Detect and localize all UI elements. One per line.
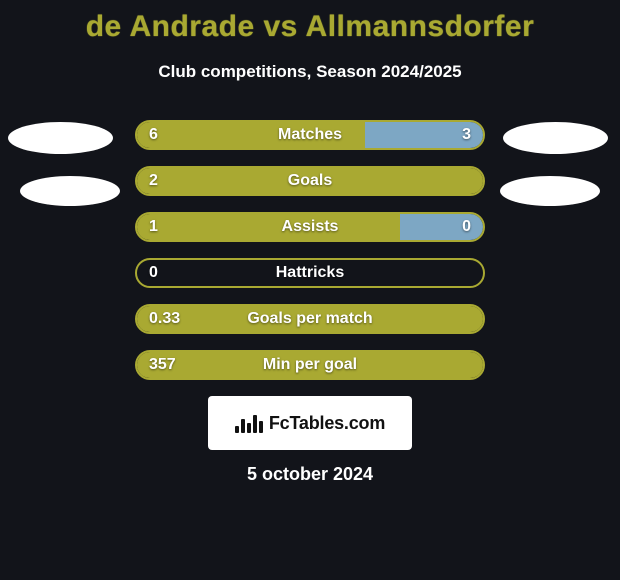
stat-label: Goals per match [137, 306, 483, 332]
fctables-logo: FcTables.com [208, 396, 412, 450]
stat-label: Matches [137, 122, 483, 148]
snapshot-date: 5 october 2024 [0, 464, 620, 485]
stat-bar-row: 6Matches3 [135, 120, 485, 150]
bar-chart-icon [235, 413, 263, 433]
stat-label: Min per goal [137, 352, 483, 378]
stat-right-value: 3 [462, 122, 471, 148]
stat-bar-row: 2Goals [135, 166, 485, 196]
logo-text: FcTables.com [269, 413, 385, 434]
stat-bar-row: 0Hattricks [135, 258, 485, 288]
stat-bar-row: 1Assists0 [135, 212, 485, 242]
stat-right-value: 0 [462, 214, 471, 240]
stat-bars-container: 6Matches32Goals1Assists00Hattricks0.33Go… [0, 120, 620, 380]
stat-bar-row: 357Min per goal [135, 350, 485, 380]
stat-label: Goals [137, 168, 483, 194]
comparison-subtitle: Club competitions, Season 2024/2025 [0, 62, 620, 82]
stat-label: Hattricks [137, 260, 483, 286]
stat-bar-row: 0.33Goals per match [135, 304, 485, 334]
comparison-title: de Andrade vs Allmannsdorfer [0, 0, 620, 44]
stat-label: Assists [137, 214, 483, 240]
